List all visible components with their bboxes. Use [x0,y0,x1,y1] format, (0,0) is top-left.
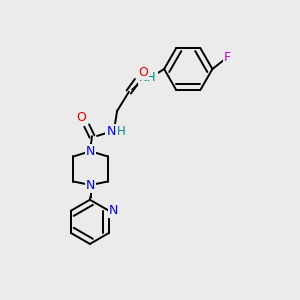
Text: N: N [86,178,95,191]
Text: NH: NH [139,71,157,84]
Text: O: O [76,111,86,124]
Text: N: N [109,204,119,217]
Text: O: O [138,66,148,80]
Text: H: H [117,125,126,138]
Text: N: N [86,145,95,158]
Text: F: F [224,51,231,64]
Text: N: N [106,125,116,138]
